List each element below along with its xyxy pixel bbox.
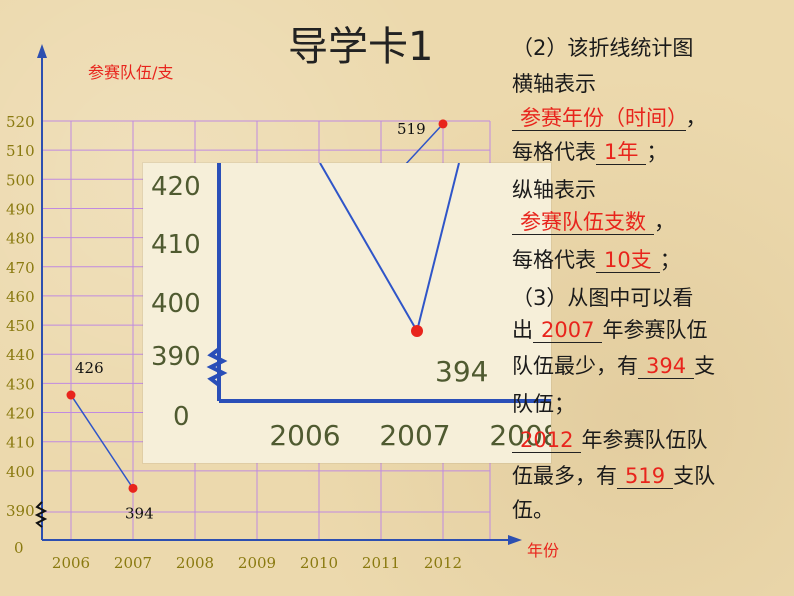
data-label: 394: [125, 504, 154, 522]
x-tick-label: 2007: [114, 554, 152, 572]
answer-blank: 1年: [596, 140, 647, 165]
x-axis-arrow: [508, 535, 522, 545]
y-tick-label: 500: [6, 171, 35, 189]
question-text: ，: [685, 106, 707, 130]
x-tick-label: 2008: [176, 554, 214, 572]
x-axis-label: 年份: [527, 541, 559, 560]
question-line: （2）该折线统计图: [512, 36, 693, 60]
y-tick-label: 440: [6, 346, 35, 364]
question-text: （3）从图中可以看: [512, 286, 694, 310]
question-text: ；: [659, 248, 681, 272]
zoom-y-tick-label: 410: [151, 230, 201, 260]
x-tick-labels: 2006 2007 2008 2009 2010 2011 2012: [52, 554, 462, 572]
x-tick-label: 2009: [238, 554, 276, 572]
question-line: 伍。: [512, 498, 554, 522]
question-line: 2012 年参赛队伍队: [512, 428, 708, 453]
zoom-x-tick-label: 2007: [379, 419, 450, 452]
zoom-y-tick-label: 0: [173, 402, 190, 432]
question-text: 伍最多，有: [512, 464, 617, 488]
zoom-y-tick-label: 420: [151, 172, 201, 202]
zoom-inset: 420 410 400 390 0 2006 2007 2008394: [143, 163, 551, 463]
question-line: 纵轴表示: [512, 178, 596, 202]
question-text: ；: [646, 140, 668, 164]
y-tick-label: 490: [6, 200, 35, 218]
y-tick-labels: 520 510 500 490 480 470 460 450 440 430 420 410 400 3…: [6, 113, 35, 557]
zoom-y-tick-label: 390: [151, 342, 201, 372]
y-tick-label: 480: [6, 230, 35, 248]
data-point: [128, 483, 138, 493]
question-text: 横轴表示: [512, 72, 596, 96]
zoom-data-point: [411, 325, 423, 337]
y-axis-label: 参赛队伍/支: [88, 63, 173, 82]
question-line: 每格代表 1年；: [512, 140, 668, 165]
data-label: 519: [397, 120, 426, 138]
data-series: 426 394 519: [66, 119, 448, 522]
question-text: ，: [654, 210, 675, 234]
answer-blank: 参赛年份（时间）: [512, 106, 686, 131]
answer-blank: 10支: [596, 248, 660, 273]
y-tick-label: 510: [6, 142, 35, 160]
question-line: 每格代表 10支；: [512, 248, 681, 273]
zoom-x-tick-label: 2008: [489, 419, 551, 452]
y-tick-label: 450: [6, 317, 35, 335]
answer-blank: 参赛队伍支数: [512, 210, 654, 235]
series-line: [403, 123, 444, 167]
y-tick-label: 460: [6, 288, 35, 306]
series-line: [70, 394, 134, 489]
zoom-series-line: [416, 163, 460, 332]
y-tick-label: 390: [6, 502, 35, 520]
zoom-axis-break: [206, 347, 228, 387]
x-tick-label: 2011: [362, 554, 400, 572]
axis-break-mark: [34, 501, 48, 528]
x-tick-label: 2010: [300, 554, 338, 572]
question-text: 每格代表: [512, 248, 596, 272]
slide-title: 导学卡1: [288, 24, 434, 70]
question-line: 伍最多，有 519 支队: [512, 464, 716, 489]
question-line: 参赛年份（时间），: [512, 106, 707, 131]
y-tick-label: 0: [14, 539, 24, 557]
question-text: 伍。: [512, 498, 554, 522]
question-text: 支: [694, 354, 716, 378]
answer-blank: 2012: [512, 428, 582, 453]
x-tick-label: 2012: [424, 554, 462, 572]
zoom-data-label: 394: [435, 355, 488, 388]
answer-blank: 2007: [533, 318, 603, 343]
question-text: 每格代表: [512, 140, 596, 164]
question-text: 队伍最少，有: [512, 354, 638, 378]
data-label: 426: [75, 359, 104, 377]
question-line: 队伍最少，有 394 支: [512, 354, 716, 379]
question-text: 队伍；: [512, 392, 575, 416]
zoom-y-tick-label: 400: [151, 289, 201, 319]
answer-blank: 519: [617, 464, 674, 489]
y-tick-label: 470: [6, 259, 35, 277]
zoom-x-tick-label: 2006: [269, 419, 340, 452]
y-tick-label: 420: [6, 405, 35, 423]
y-axis-arrow: [37, 44, 47, 58]
question-line: 横轴表示: [512, 72, 596, 96]
question-text: 出: [512, 318, 533, 342]
question-line: 出 2007 年参赛队伍: [512, 318, 708, 343]
y-tick-label: 520: [6, 113, 35, 131]
answer-blank: 394: [638, 354, 695, 379]
question-line: （3）从图中可以看: [512, 286, 693, 310]
question-text: （2）该折线统计图: [512, 36, 694, 60]
question-line: 参赛队伍支数，: [512, 210, 675, 235]
chart-axes: [34, 44, 522, 545]
y-tick-label: 430: [6, 375, 35, 393]
question-text: 纵轴表示: [512, 178, 596, 202]
y-tick-label: 400: [6, 463, 35, 481]
question-text: 年参赛队伍: [602, 318, 708, 342]
question-text: 支队: [673, 464, 716, 488]
question-line: 队伍；: [512, 392, 575, 416]
data-point: [438, 119, 448, 129]
x-tick-label: 2006: [52, 554, 90, 572]
zoom-series-line: [319, 163, 418, 332]
question-text: 年参赛队伍队: [581, 428, 708, 452]
data-point: [66, 390, 76, 400]
y-tick-label: 410: [6, 434, 35, 452]
